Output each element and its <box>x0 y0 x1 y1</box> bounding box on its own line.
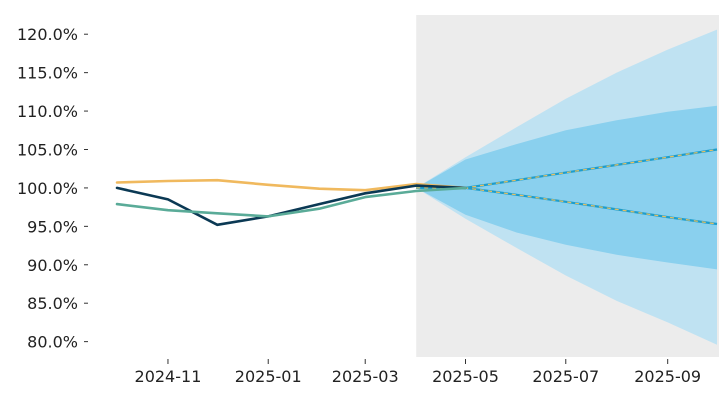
y-tick-label: 100.0% <box>17 179 78 198</box>
x-tick-label: 2025-03 <box>332 367 399 386</box>
y-tick-label: 110.0% <box>17 102 78 121</box>
y-tick-label: 80.0% <box>27 333 78 352</box>
series-line-3 <box>115 186 467 218</box>
y-tick-label: 85.0% <box>27 294 78 313</box>
y-tick-label: 90.0% <box>27 256 78 275</box>
x-tick-label: 2024-11 <box>135 367 202 386</box>
y-axis: 80.0% 85.0% 90.0% 95.0% 100.0% 105.0% 110.0% 11… <box>17 25 88 352</box>
series-line-2 <box>115 184 467 227</box>
inner-confidence-band <box>416 105 717 270</box>
y-tick-label: 95.0% <box>27 217 78 236</box>
forecast-layer <box>416 15 719 357</box>
x-tick-label: 2025-01 <box>235 367 302 386</box>
x-tick-label: 2025-05 <box>432 367 499 386</box>
x-tick-label: 2025-07 <box>532 367 599 386</box>
x-axis: 2024-11 2025-01 2025-03 2025-05 2025-07 2025-… <box>135 359 701 386</box>
y-tick-label: 120.0% <box>17 25 78 44</box>
x-tick-label: 2025-09 <box>634 367 701 386</box>
y-tick-label: 105.0% <box>17 140 78 159</box>
series-layer <box>115 178 467 227</box>
y-tick-label: 115.0% <box>17 64 78 83</box>
series-line-1 <box>115 178 467 192</box>
